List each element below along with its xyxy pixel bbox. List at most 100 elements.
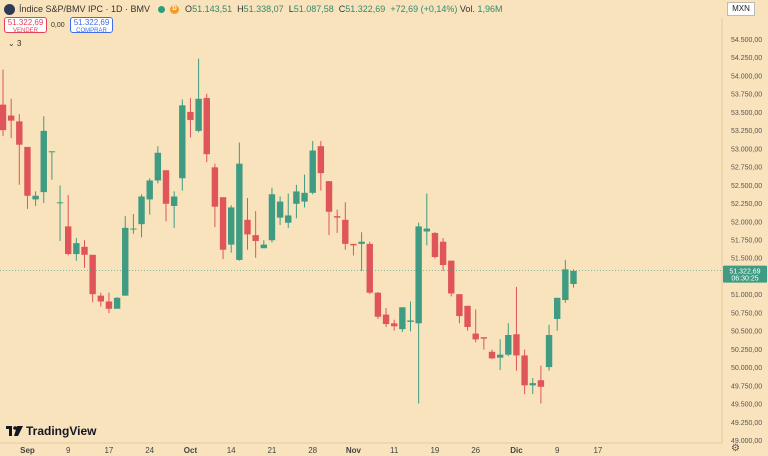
candle[interactable] (228, 205, 235, 253)
candle[interactable] (203, 93, 210, 163)
candle[interactable] (358, 232, 365, 271)
candle[interactable] (537, 365, 545, 404)
candle-body (293, 191, 300, 204)
price-tick-label: 49.500,00 (731, 402, 762, 409)
buy-button[interactable]: 51.322,69 COMPRAR (70, 17, 113, 34)
candle[interactable] (554, 297, 561, 331)
candle[interactable] (529, 378, 536, 395)
gear-icon[interactable]: ⚙ (731, 443, 740, 454)
price-tick-label: 50.250,00 (731, 347, 762, 354)
candle[interactable] (374, 291, 382, 319)
candle[interactable] (268, 187, 276, 243)
tradingview-logo[interactable]: TradingView (6, 424, 96, 438)
candle[interactable] (40, 116, 47, 204)
candle-body (301, 192, 308, 202)
candle[interactable] (81, 240, 88, 268)
price-tick-label: 50.000,00 (731, 365, 762, 372)
candle[interactable] (448, 260, 455, 297)
sell-button[interactable]: 51.322,69 VENDER (4, 17, 47, 34)
symbol-title[interactable]: Índice S&P/BMV IPC · 1D · BMV (19, 4, 151, 14)
candle[interactable] (138, 194, 145, 238)
candle[interactable] (0, 69, 7, 136)
currency-selector[interactable]: MXN (727, 2, 755, 16)
candle[interactable] (456, 294, 463, 324)
candle-body (260, 244, 267, 249)
candle[interactable] (65, 195, 72, 256)
time-tick-label: 19 (430, 446, 439, 455)
candle[interactable] (195, 58, 202, 133)
candle[interactable] (113, 297, 121, 309)
candle[interactable] (219, 197, 227, 260)
candle[interactable] (236, 142, 243, 261)
candle[interactable] (89, 254, 96, 303)
candle[interactable] (513, 286, 520, 371)
candle[interactable] (431, 232, 439, 259)
candle-body (40, 130, 47, 193)
candle[interactable] (415, 222, 422, 404)
candle[interactable] (276, 196, 284, 225)
candle[interactable] (24, 146, 31, 209)
price-tick-label: 51.750,00 (731, 238, 762, 245)
buy-price: 51.322,69 (73, 18, 110, 27)
candle[interactable] (342, 202, 349, 250)
indicators-toggle[interactable]: ⌄ 3 (8, 39, 21, 48)
candle[interactable] (488, 349, 496, 360)
candle[interactable] (439, 238, 447, 271)
candle[interactable] (423, 193, 430, 246)
candle[interactable] (146, 178, 153, 215)
candle[interactable] (285, 193, 292, 228)
candle-body (374, 292, 382, 317)
candle[interactable] (505, 323, 512, 357)
candle[interactable] (366, 241, 373, 295)
candle[interactable] (130, 213, 137, 234)
price-tick-label: 54.250,00 (731, 55, 762, 62)
candle[interactable] (350, 243, 357, 256)
candle[interactable] (570, 269, 577, 288)
candle[interactable] (105, 292, 113, 314)
candle[interactable] (97, 292, 104, 307)
candle[interactable] (472, 309, 479, 343)
time-tick-label: Nov (346, 446, 362, 455)
candle-body (464, 305, 471, 327)
candle[interactable] (16, 114, 23, 185)
candle[interactable] (162, 170, 170, 222)
candle[interactable] (309, 141, 316, 195)
candle-body (309, 150, 316, 193)
candle[interactable] (7, 98, 15, 139)
candle[interactable] (464, 305, 471, 331)
candle[interactable] (301, 174, 308, 208)
candle[interactable] (382, 308, 390, 327)
candle[interactable] (244, 197, 251, 250)
candle[interactable] (187, 98, 194, 138)
candle[interactable] (399, 307, 406, 333)
candle[interactable] (48, 151, 56, 180)
candle[interactable] (545, 324, 553, 371)
candle[interactable] (317, 141, 325, 191)
candle[interactable] (260, 240, 267, 249)
candle-body (505, 335, 512, 355)
candle[interactable] (122, 216, 129, 296)
candle-body (342, 219, 349, 244)
candle[interactable] (154, 146, 162, 184)
price-tick-label: 52.250,00 (731, 201, 762, 208)
candle[interactable] (333, 209, 341, 233)
candle[interactable] (480, 337, 488, 350)
candle[interactable] (325, 181, 333, 236)
candle[interactable] (56, 185, 64, 241)
candle[interactable] (521, 349, 528, 395)
time-tick-label: 17 (104, 446, 113, 455)
candle-body (81, 246, 88, 255)
candle[interactable] (496, 339, 504, 371)
candle[interactable] (391, 319, 398, 331)
candle[interactable] (73, 238, 80, 261)
candle[interactable] (562, 259, 569, 303)
candle[interactable] (179, 99, 186, 191)
candle[interactable] (252, 211, 259, 258)
candle[interactable] (293, 184, 300, 219)
candle[interactable] (170, 191, 178, 228)
candle[interactable] (32, 191, 39, 206)
candle[interactable] (211, 163, 219, 228)
candle[interactable] (407, 301, 414, 332)
